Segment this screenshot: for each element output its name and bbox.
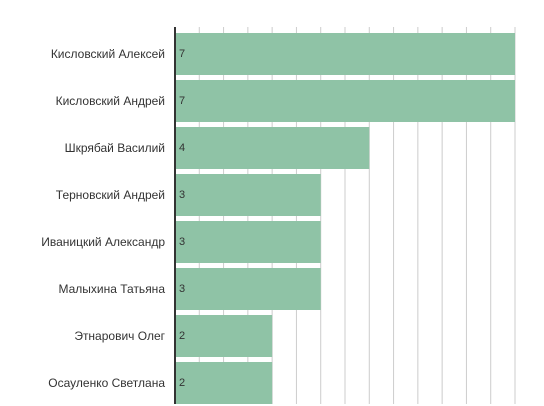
category-label: Малыхина Татьяна [58,282,165,296]
category-labels: Кисловский Алексей Кисловский Андрей Шкряб… [41,47,165,390]
category-label: Терновский Андрей [56,188,165,202]
value-label: 3 [179,236,185,248]
category-label: Этнарович Олег [74,329,165,343]
category-label: Шкрябай Василий [65,141,165,155]
bar [175,221,321,263]
bar [175,127,370,169]
bar [175,315,273,357]
bars [175,33,515,404]
value-label: 3 [179,189,185,201]
category-label: Осауленко Светлана [48,376,165,390]
bar [175,268,321,310]
bar [175,362,273,404]
bar [175,80,515,122]
category-label: Кисловский Алексей [51,47,165,61]
value-label: 7 [179,95,185,107]
value-label: 7 [179,48,185,60]
value-label: 2 [179,330,185,342]
value-label: 4 [179,142,185,154]
bar [175,33,515,75]
category-label: Кисловский Андрей [56,94,165,108]
bar [175,174,321,216]
value-label: 2 [179,377,185,389]
value-label: 3 [179,283,185,295]
category-label: Иваницкий Александр [41,235,165,249]
value-labels: 7 7 4 3 3 3 2 2 [179,48,185,389]
